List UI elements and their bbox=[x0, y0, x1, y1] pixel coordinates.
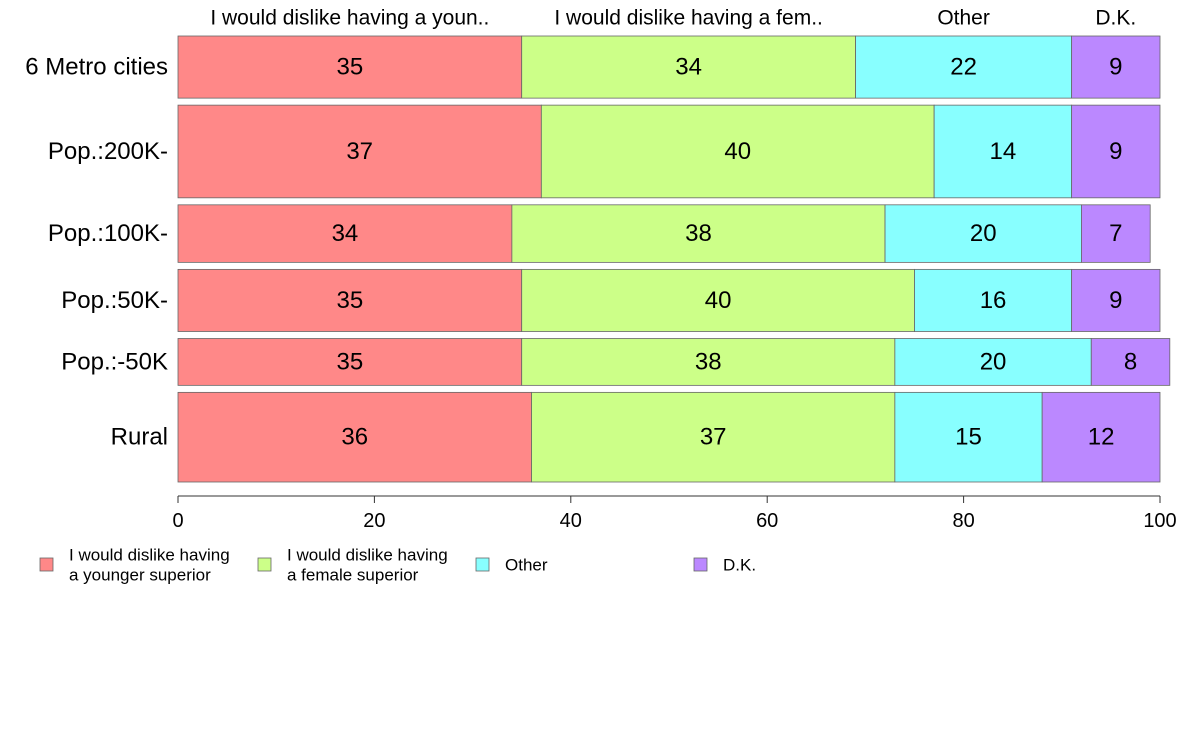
legend-label: D.K. bbox=[723, 556, 756, 575]
bar-segment bbox=[1071, 104, 1161, 199]
x-tick-label: 40 bbox=[560, 510, 582, 532]
bar-segment bbox=[521, 268, 915, 332]
legend-label: I would dislike having bbox=[287, 546, 448, 565]
data-label: 34 bbox=[332, 220, 359, 247]
data-label: 9 bbox=[1109, 54, 1122, 81]
data-label: 38 bbox=[695, 348, 722, 375]
bar-segment bbox=[855, 35, 1073, 99]
bar-segment bbox=[521, 338, 896, 386]
data-label: 36 bbox=[341, 424, 368, 451]
data-label: 37 bbox=[700, 424, 727, 451]
category-label: Pop.:-50K bbox=[61, 348, 168, 375]
bar-segment bbox=[521, 35, 856, 99]
series-header: Other bbox=[937, 7, 990, 30]
bar-segment bbox=[1041, 391, 1161, 483]
data-label: 14 bbox=[990, 138, 1017, 165]
bar-segment bbox=[894, 338, 1092, 386]
x-tick-label: 80 bbox=[952, 510, 974, 532]
data-label: 40 bbox=[705, 287, 732, 314]
bar-segment bbox=[177, 338, 523, 386]
data-label: 20 bbox=[970, 220, 997, 247]
data-label: 9 bbox=[1109, 287, 1122, 314]
legend-label: a younger superior bbox=[69, 566, 211, 585]
bar-segment bbox=[1090, 338, 1171, 386]
legend-label: I would dislike having bbox=[69, 546, 230, 565]
legend-label: a female superior bbox=[287, 566, 419, 585]
bar-segment bbox=[531, 391, 896, 483]
bar-segment bbox=[894, 391, 1043, 483]
x-tick-label: 0 bbox=[172, 510, 183, 532]
data-label: 15 bbox=[955, 424, 982, 451]
category-label: Rural bbox=[111, 424, 168, 451]
x-tick-label: 100 bbox=[1143, 510, 1176, 532]
data-label: 40 bbox=[724, 138, 751, 165]
legend-swatch bbox=[257, 557, 272, 572]
legend-swatch bbox=[693, 557, 708, 572]
bar-segment bbox=[933, 104, 1073, 199]
data-label: 34 bbox=[675, 54, 702, 81]
data-label: 35 bbox=[336, 348, 363, 375]
series-header: D.K. bbox=[1095, 7, 1136, 30]
bar-segment bbox=[177, 204, 513, 263]
data-label: 38 bbox=[685, 220, 712, 247]
data-label: 9 bbox=[1109, 138, 1122, 165]
bar-segments: 35 34 22 9 37 40 14 9 34 38 20 7 35 40 16 9 35 38 20 8 36 37 1… bbox=[177, 35, 1171, 483]
column-headers: I would dislike having a youn.. I would d… bbox=[210, 7, 1136, 30]
data-label: 37 bbox=[346, 138, 373, 165]
bar-segment bbox=[540, 104, 935, 199]
category-labels: 6 Metro cities Pop.:200K- Pop.:100K- Pop.:5… bbox=[25, 54, 168, 451]
data-label: 7 bbox=[1109, 220, 1122, 247]
legend-swatch bbox=[39, 557, 54, 572]
x-tick-label: 20 bbox=[363, 510, 385, 532]
data-label: 22 bbox=[950, 54, 977, 81]
data-label: 20 bbox=[980, 348, 1007, 375]
data-label: 12 bbox=[1088, 424, 1115, 451]
bar-segment bbox=[511, 204, 886, 263]
data-label: 8 bbox=[1124, 348, 1137, 375]
data-label: 35 bbox=[336, 287, 363, 314]
bar-segment bbox=[1071, 35, 1161, 99]
bar-segment bbox=[177, 391, 532, 483]
legend-swatch bbox=[475, 557, 490, 572]
category-label: Pop.:50K- bbox=[61, 287, 168, 314]
category-label: Pop.:200K- bbox=[48, 138, 168, 165]
bar-segment bbox=[914, 268, 1073, 332]
series-header: I would dislike having a fem.. bbox=[554, 7, 822, 30]
data-label: 35 bbox=[336, 54, 363, 81]
bar-segment bbox=[177, 268, 523, 332]
x-tick-label: 60 bbox=[756, 510, 778, 532]
bar-segment bbox=[1081, 204, 1151, 263]
legend-label: Other bbox=[505, 556, 548, 575]
bar-segment bbox=[177, 35, 523, 99]
category-label: Pop.:100K- bbox=[48, 220, 168, 247]
series-header: I would dislike having a youn.. bbox=[210, 7, 489, 30]
bar-segment bbox=[177, 104, 542, 199]
x-axis: 0 20 40 60 80 100 bbox=[172, 495, 1177, 532]
category-label: 6 Metro cities bbox=[25, 54, 168, 81]
data-label: 16 bbox=[980, 287, 1007, 314]
bar-segment bbox=[1071, 268, 1161, 332]
